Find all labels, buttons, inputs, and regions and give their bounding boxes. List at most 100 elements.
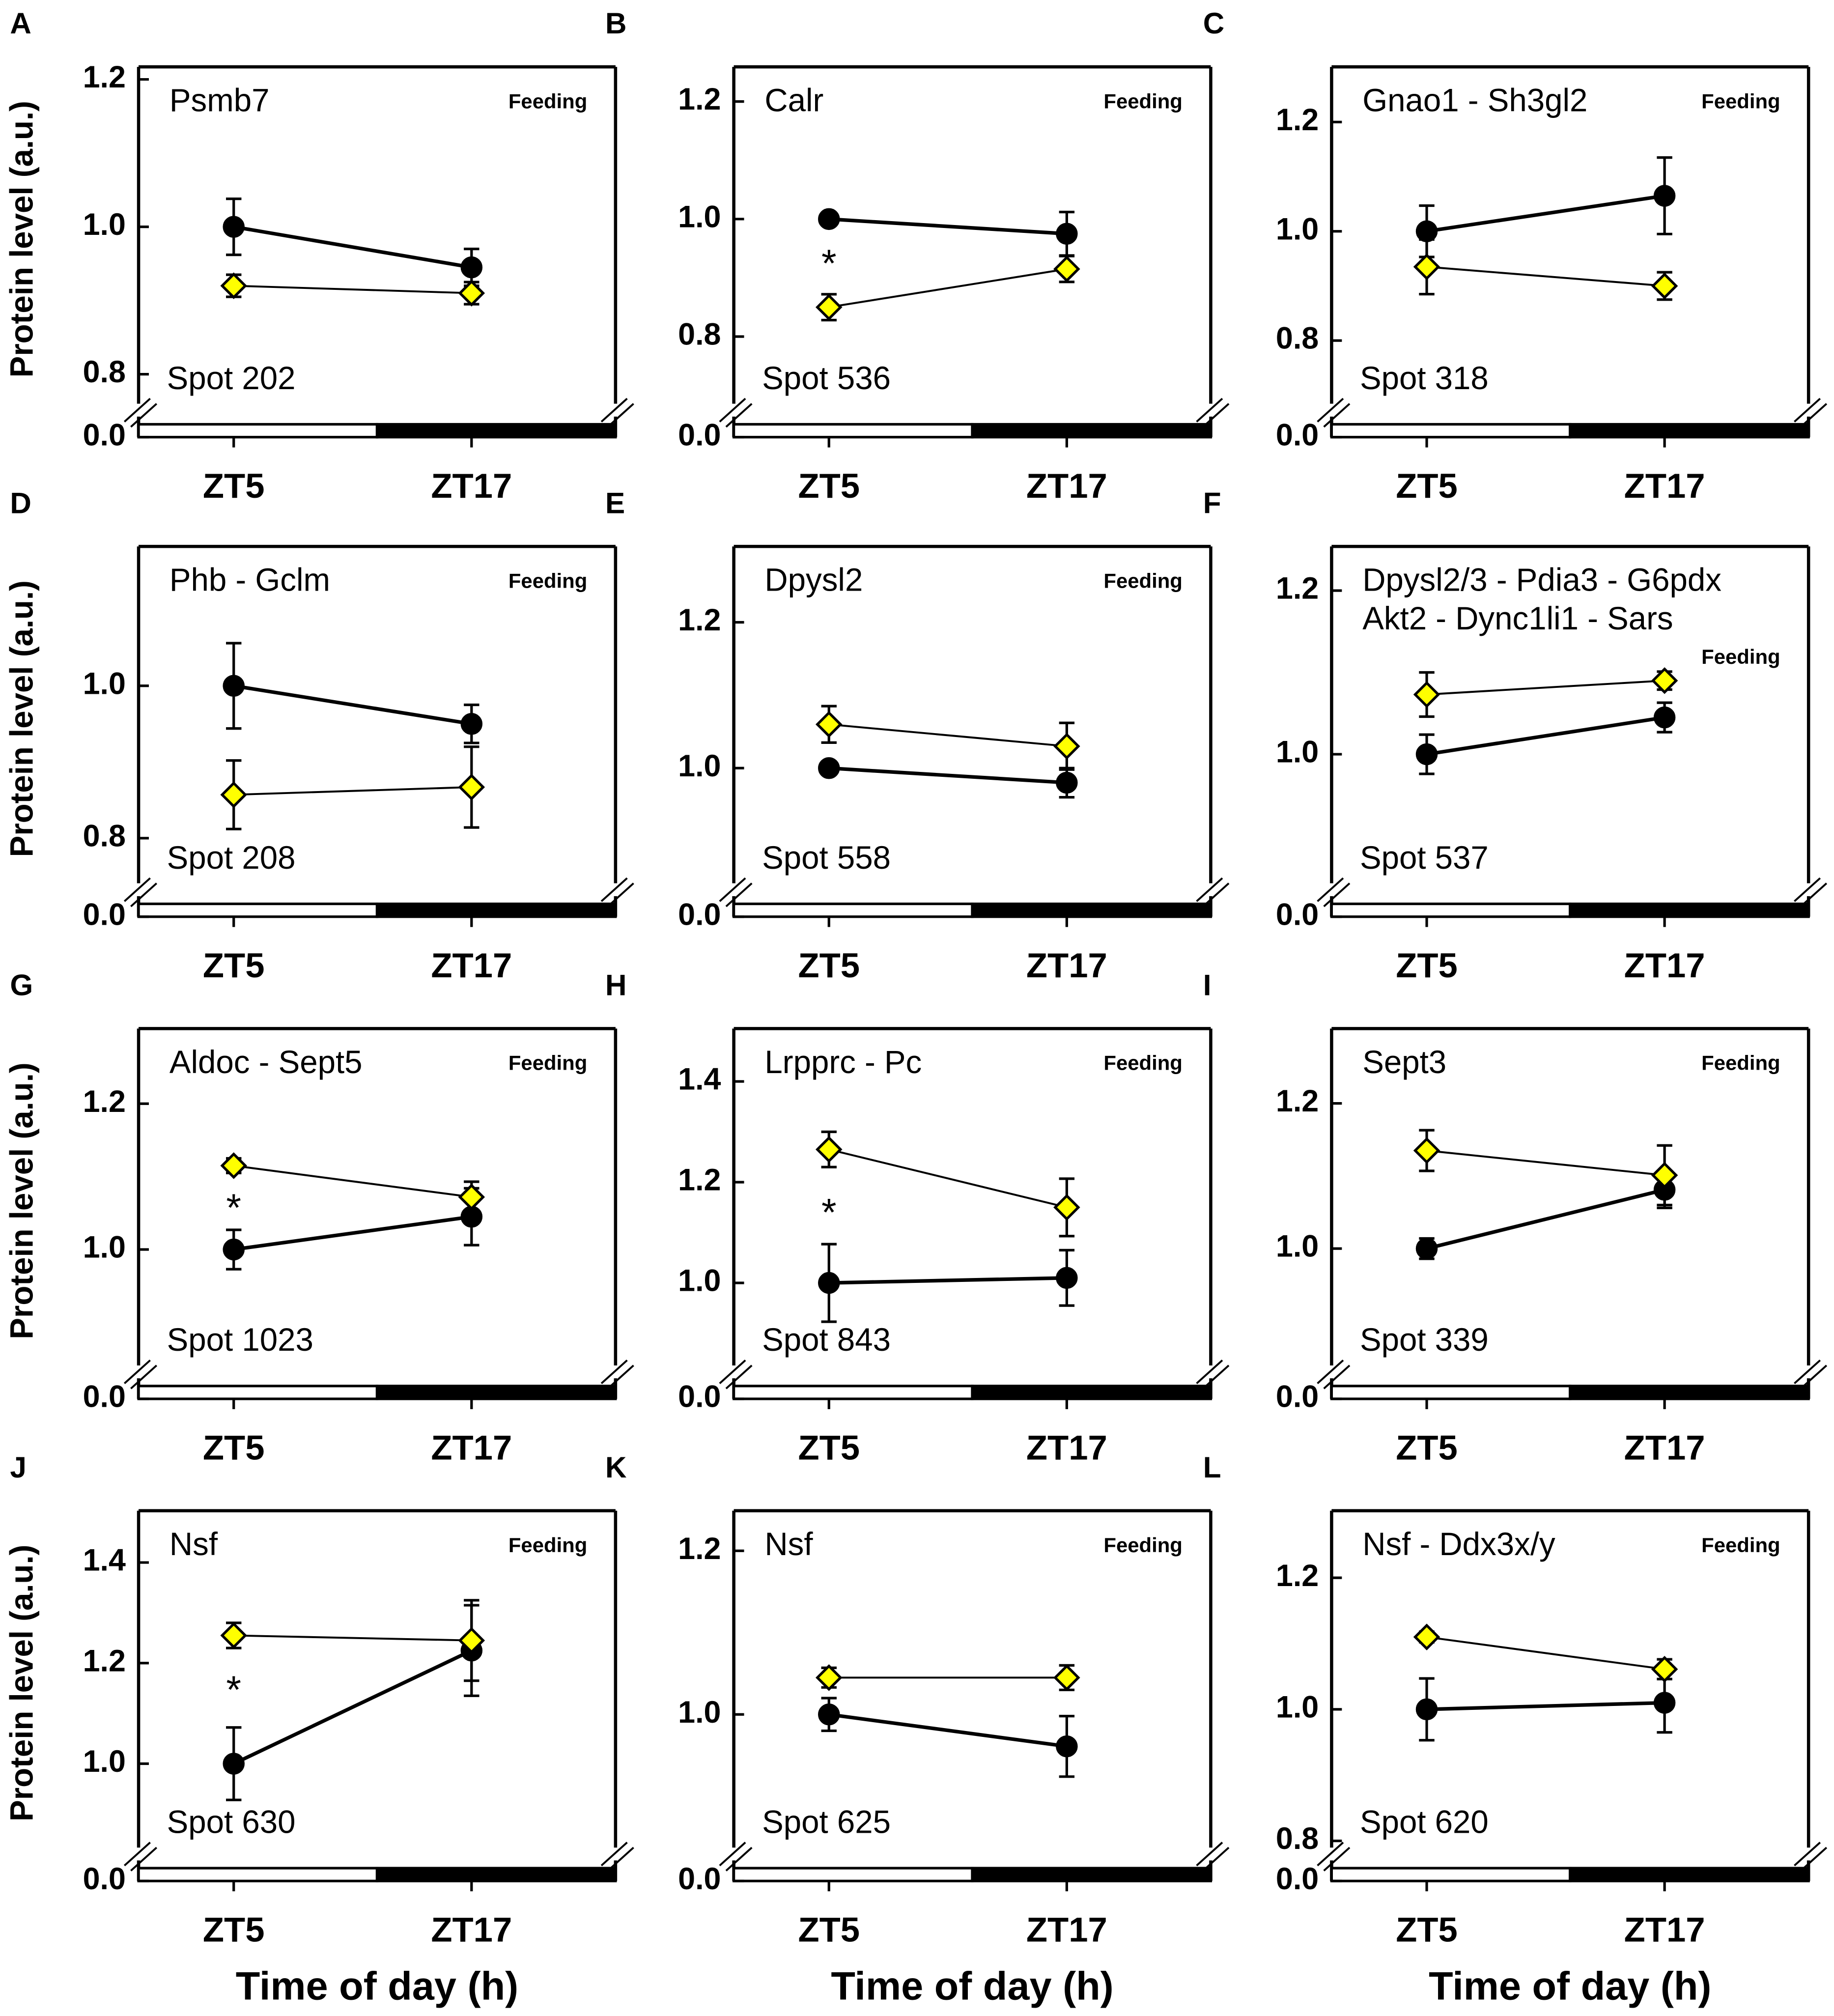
point (220, 1622, 247, 1649)
x-tick-label: ZT5 (203, 466, 265, 505)
axis-break (1323, 882, 1351, 908)
series-line (1426, 680, 1665, 696)
series-line (233, 786, 472, 796)
spot-label: Spot 536 (762, 360, 891, 396)
y-tick-label: 1.0 (678, 1695, 721, 1730)
axis-break (1794, 877, 1821, 902)
axis-break (600, 1360, 628, 1385)
y-tick-label: 1.2 (678, 1163, 721, 1197)
point (460, 256, 483, 279)
panel-letter: J (10, 1451, 26, 1484)
axis-break (1800, 403, 1828, 428)
point (1413, 1137, 1440, 1164)
y-tick-label: 1.2 (1276, 571, 1319, 606)
series-line (1426, 1188, 1665, 1250)
chart-title: Sept3 (1362, 1044, 1446, 1080)
x-tick-label: ZT5 (1396, 466, 1458, 505)
series-line (1426, 715, 1665, 756)
axis-break (1794, 1842, 1821, 1867)
annotation: Feeding (1103, 89, 1182, 113)
series-line (233, 684, 472, 726)
axis-break (607, 1846, 634, 1872)
annotation: Feeding (1701, 1533, 1780, 1557)
y-tick-label: 0.0 (1276, 1862, 1319, 1896)
point (1651, 1162, 1678, 1189)
annotation: Feeding (508, 89, 587, 113)
panel: 0.0 1.0 1.2 ZT5 ZT17 E Dpysl2 Feeding Spot 558 (605, 486, 1230, 985)
point (220, 1152, 247, 1179)
axis-break (123, 877, 151, 902)
day-bar (1330, 1385, 1572, 1400)
spot-label: Spot 625 (762, 1804, 891, 1840)
panel-letter: C (1203, 7, 1224, 40)
point (1413, 681, 1440, 708)
y-tick-label: 1.2 (1276, 1084, 1319, 1118)
point (1053, 1194, 1080, 1221)
axis-break (725, 403, 753, 428)
series-line (829, 1276, 1067, 1285)
chart-title: Dpysl2 (764, 562, 863, 598)
day-bar (1330, 423, 1572, 439)
y-tick-label: 1.4 (678, 1062, 721, 1097)
x-tick-label: ZT5 (798, 1910, 860, 1949)
point (458, 280, 485, 307)
chart-title: Lrpprc - Pc (764, 1044, 922, 1080)
axis-break (1800, 882, 1828, 908)
panel: 0.0 1.0 1.2 ZT5 ZT17 F Dpysl2/3 - Pdia3 - G6pd… (1203, 486, 1828, 985)
x-tick-label: ZT17 (1624, 466, 1705, 505)
panel: 0.0 0.8 1.0 1.2 ZT5 ZT17 B Calr Feeding Spot 536 * (605, 7, 1230, 505)
y-tick-label: 0.0 (678, 1380, 721, 1414)
panel-letter: K (605, 1451, 626, 1484)
axis-break (130, 882, 158, 908)
point (460, 713, 483, 735)
x-tick-label: ZT17 (431, 946, 512, 985)
annotation: Feeding (1103, 1533, 1182, 1557)
x-tick-label: ZT17 (1026, 466, 1107, 505)
day-bar (137, 1385, 379, 1400)
y-tick-label: 1.0 (83, 666, 126, 701)
series-line (233, 1215, 472, 1251)
significance: * (821, 1191, 837, 1234)
significance: * (226, 1186, 241, 1229)
night-bar (971, 423, 1213, 439)
x-tick-label: ZT17 (1624, 946, 1705, 985)
point (223, 216, 245, 238)
y-tick-label: 0.0 (678, 1862, 721, 1896)
axis-break (1323, 1846, 1351, 1872)
chart-title: Nsf (169, 1526, 218, 1562)
day-bar (733, 423, 974, 439)
x-tick-label: ZT5 (798, 946, 860, 985)
axis-break (725, 1846, 753, 1872)
y-tick-label: 1.2 (1276, 1559, 1319, 1593)
series-line (829, 217, 1067, 236)
significance: * (226, 1668, 241, 1711)
x-axis-label: Time of day (h) (1429, 1964, 1711, 2008)
axis-break (1317, 1842, 1344, 1867)
annotation: Feeding (1103, 569, 1182, 592)
point (220, 781, 247, 808)
axis-break (123, 1360, 151, 1385)
y-tick-label: 0.0 (83, 418, 126, 452)
axis-break (719, 398, 746, 423)
point (816, 293, 843, 321)
y-tick-label: 0.8 (678, 317, 721, 352)
axis-break (719, 1842, 746, 1867)
axis-break (719, 877, 746, 902)
y-tick-label: 1.0 (678, 199, 721, 234)
y-tick-label: 1.2 (678, 603, 721, 637)
chart-title: Nsf (764, 1526, 813, 1562)
significance: * (821, 242, 837, 285)
series-line (233, 1634, 472, 1642)
spot-label: Spot 630 (167, 1804, 296, 1840)
panel: 0.0 1.0 1.2 1.4 ZT5 ZT17 J Nsf Feeding Spot 630 Pr… (3, 1451, 634, 2008)
point (1053, 1664, 1080, 1691)
x-tick-label: ZT5 (798, 1428, 860, 1467)
axis-break (607, 403, 634, 428)
night-bar (971, 1385, 1213, 1400)
y-tick-label: 1.2 (83, 1644, 126, 1678)
series-line (829, 766, 1067, 785)
spot-label: Spot 620 (1360, 1804, 1489, 1840)
panel-letter: E (605, 486, 625, 519)
panel: 0.0 1.0 1.2 ZT5 ZT17 I Sept3 Feeding Spot 339 (1203, 969, 1828, 1467)
